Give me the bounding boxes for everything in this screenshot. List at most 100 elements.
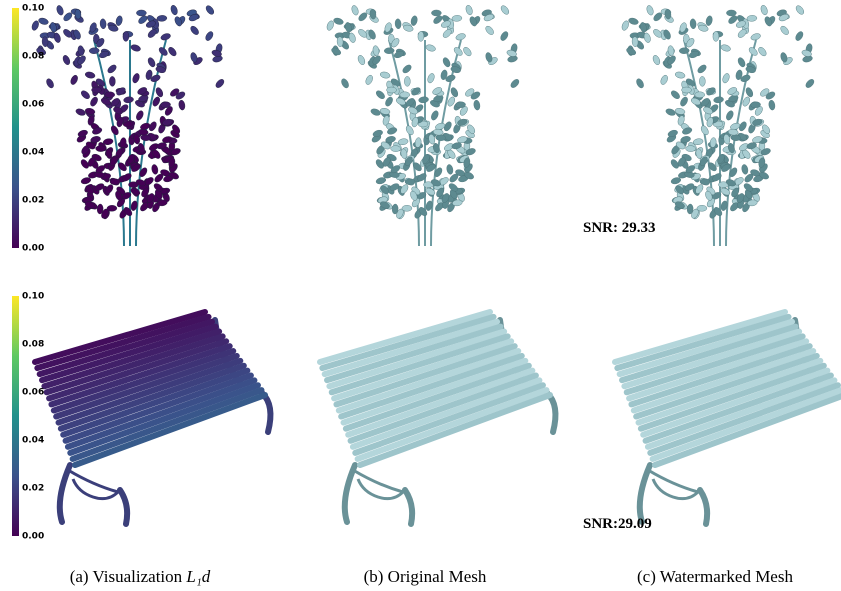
- leaf: [465, 4, 474, 15]
- leaf: [679, 96, 689, 108]
- leaf: [757, 46, 768, 58]
- leaf: [131, 72, 140, 83]
- caption-label: (a) Visualization: [70, 567, 183, 586]
- leaf: [455, 102, 465, 109]
- leaf: [155, 86, 165, 98]
- leaf: [721, 72, 730, 83]
- leaf: [748, 46, 759, 57]
- colorbar-tick-label: 0.04: [22, 436, 44, 446]
- leaf: [357, 54, 367, 66]
- leaf: [695, 92, 705, 98]
- caption: (c) Watermarked Mesh: [637, 567, 793, 586]
- bench-ornament: [68, 470, 118, 499]
- leaf: [696, 63, 707, 74]
- leaf: [509, 78, 520, 89]
- leaf: [750, 32, 761, 41]
- colorbar-tick-label: 0.08: [22, 52, 44, 62]
- caption: (b) Original Mesh: [364, 567, 487, 586]
- leaf: [75, 108, 86, 117]
- leaf: [136, 10, 146, 16]
- leaf: [147, 56, 157, 68]
- caption-math: L₁d: [185, 567, 210, 586]
- leaf: [484, 25, 495, 36]
- colorbar-tick-label: 0.10: [22, 292, 44, 302]
- leaf: [115, 86, 127, 97]
- leaf: [45, 78, 55, 90]
- leaf: [779, 25, 790, 36]
- leaf: [780, 52, 789, 63]
- leaf: [453, 46, 464, 57]
- leaf: [167, 46, 178, 58]
- leaf: [741, 164, 749, 175]
- leaf: [410, 15, 418, 26]
- leaf: [713, 96, 724, 103]
- snr-label: SNR:29.09: [583, 516, 652, 532]
- leaf: [697, 205, 707, 211]
- leaf: [364, 74, 374, 86]
- leaf: [89, 47, 99, 53]
- leaf: [768, 100, 776, 111]
- bench: [320, 312, 555, 524]
- bench-ornament: [353, 470, 403, 499]
- leaf: [690, 19, 697, 29]
- leaf: [170, 4, 179, 15]
- leaf: [625, 46, 637, 56]
- leaf: [705, 86, 717, 97]
- colorbar-tick-label: 0.10: [22, 4, 44, 14]
- leaf: [679, 47, 689, 53]
- leaf: [340, 78, 350, 90]
- leaf: [700, 179, 710, 185]
- leaf: [375, 89, 386, 100]
- leaf: [400, 92, 410, 98]
- colorbar-tick-label: 0.06: [22, 100, 44, 110]
- leaf: [452, 15, 462, 22]
- bench: [35, 312, 270, 524]
- leaf: [333, 17, 344, 26]
- leaf: [109, 76, 115, 86]
- colorbar: [12, 8, 19, 248]
- leaf: [97, 204, 103, 214]
- leaf: [665, 108, 676, 117]
- leaf: [62, 54, 72, 66]
- plant: [326, 4, 521, 246]
- leaf: [42, 37, 49, 47]
- leaf: [693, 138, 704, 146]
- leaf: [135, 110, 145, 122]
- leaf: [430, 110, 440, 122]
- leaf: [687, 204, 693, 214]
- bench-leg: [640, 465, 650, 522]
- leaf: [670, 176, 681, 184]
- leaf: [499, 30, 509, 42]
- leaf: [190, 52, 199, 63]
- leaf: [178, 100, 186, 111]
- bench-leg: [60, 465, 70, 522]
- leaf: [160, 102, 170, 109]
- leaf: [794, 30, 804, 42]
- leaf: [418, 96, 429, 103]
- leaf: [442, 56, 452, 68]
- caption: (a) Visualization L₁d: [70, 567, 211, 586]
- leaf: [115, 15, 123, 26]
- leaf: [659, 74, 669, 86]
- colorbar-tick-label: 0.04: [22, 148, 44, 158]
- leaf: [652, 54, 662, 66]
- leaf: [85, 71, 96, 79]
- leaf: [56, 5, 65, 16]
- leaf: [130, 44, 141, 53]
- leaf: [425, 44, 436, 53]
- leaf: [795, 4, 806, 16]
- leaf: [410, 86, 422, 97]
- leaf: [705, 15, 713, 26]
- leaf: [680, 135, 691, 143]
- leaf: [205, 4, 216, 16]
- leaf: [404, 76, 410, 86]
- leaf: [670, 89, 681, 100]
- bench: [615, 312, 841, 524]
- colorbar: [12, 296, 19, 536]
- leaf: [110, 179, 120, 185]
- leaf: [646, 5, 655, 16]
- leaf: [89, 96, 99, 108]
- bench-leg: [120, 490, 127, 524]
- leaf: [750, 102, 760, 109]
- leaf: [103, 138, 114, 146]
